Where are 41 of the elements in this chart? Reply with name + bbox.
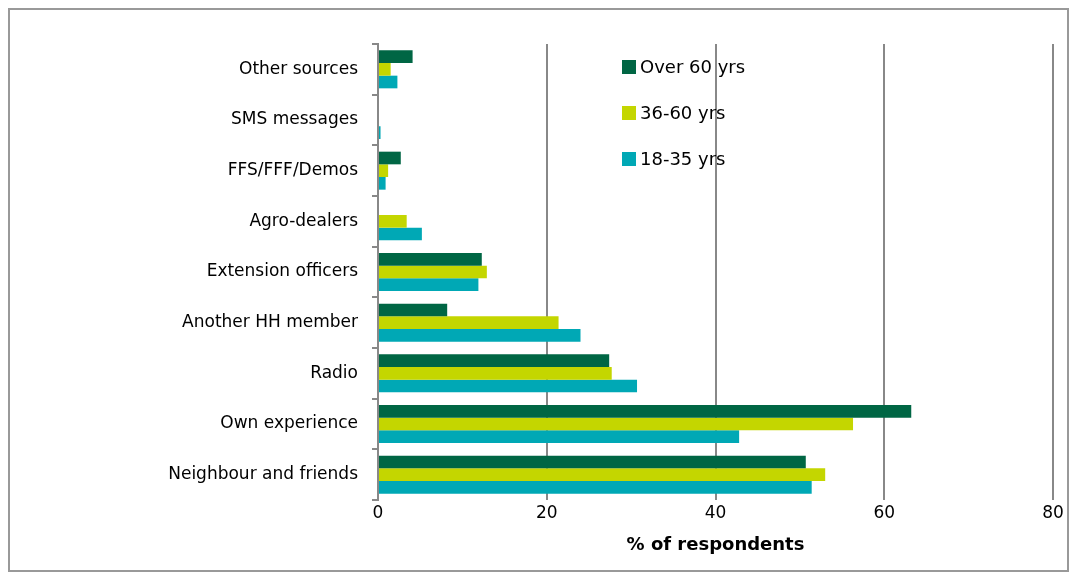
bar	[379, 227, 422, 241]
y-tick-label: Neighbour and friends	[168, 463, 359, 484]
bar	[379, 405, 912, 418]
bar	[379, 253, 482, 266]
y-tick-label: Other sources	[239, 57, 359, 78]
bar	[379, 481, 812, 494]
bar	[379, 455, 806, 469]
bar	[379, 468, 826, 481]
bar	[379, 164, 389, 177]
bar	[379, 430, 740, 443]
bar	[379, 354, 610, 367]
bar	[379, 50, 413, 63]
y-tick-label: FFS/FFF/Demos	[227, 159, 359, 180]
bar	[379, 63, 391, 76]
x-tick-label: 80	[1042, 501, 1064, 522]
bar	[379, 367, 612, 380]
bar	[379, 215, 407, 228]
y-tick-label: Own experience	[220, 412, 358, 433]
bar	[379, 417, 854, 431]
y-tick-label: SMS messages	[231, 108, 359, 129]
bar	[379, 329, 581, 342]
legend-label: 18-35 yrs	[640, 147, 726, 171]
legend-label: Over 60 yrs	[640, 55, 746, 79]
x-tick-label: 60	[873, 501, 896, 522]
y-tick-label: Another HH member	[182, 311, 359, 332]
bar	[379, 177, 386, 190]
x-tick-label: 0	[372, 501, 384, 522]
y-tick-label: Radio	[310, 361, 358, 382]
bar	[379, 265, 487, 279]
x-tick-label: 20	[535, 501, 558, 522]
y-tick-label: Extension officers	[206, 260, 359, 281]
x-axis-title: % of respondents	[626, 532, 805, 554]
x-tick-label: 40	[704, 501, 727, 522]
bar	[379, 303, 448, 317]
y-tick-label: Agro-dealers	[249, 209, 359, 230]
bar	[379, 278, 479, 291]
bar	[379, 151, 401, 165]
bar	[379, 75, 398, 89]
bar	[379, 379, 638, 393]
bar	[379, 316, 559, 329]
legend-label: 36-60 yrs	[640, 101, 726, 125]
